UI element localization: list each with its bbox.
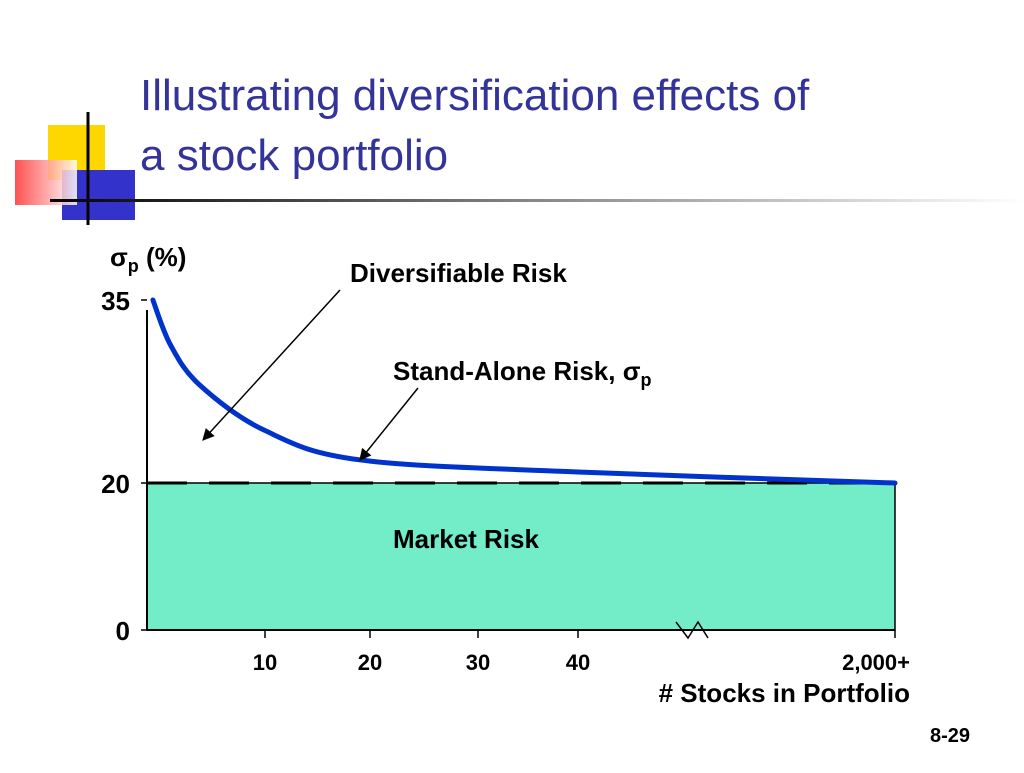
x-tick-label: 2,000+ (842, 650, 910, 675)
title: Illustrating diversification effects of (140, 71, 810, 120)
risk-curve (150, 297, 898, 486)
arrow (202, 289, 341, 441)
arrow (359, 387, 419, 461)
x-tick-label: 20 (358, 650, 382, 675)
y-tick-label: 35 (101, 286, 130, 316)
page-number: 8-29 (930, 725, 970, 747)
title: a stock portfolio (140, 131, 448, 180)
y-label: σp (%) (110, 242, 186, 276)
y-tick-label: 20 (101, 469, 130, 499)
deco (15, 160, 77, 205)
annotation: Diversifiable Risk (350, 258, 567, 288)
x-tick-label: 10 (253, 650, 277, 675)
plot: Market Risk 0 20 35 10 20 30 40 2,000+ (101, 286, 910, 675)
x-tick-label: 30 (466, 650, 490, 675)
annotation: Stand-Alone Risk, σp (393, 356, 651, 390)
x-tick-label: 40 (566, 650, 590, 675)
market-risk-area (146, 482, 896, 631)
axis-break (675, 620, 709, 640)
y-tick-label: 0 (116, 616, 130, 646)
deco (50, 199, 1024, 202)
x-label: # Stocks in Portfolio (659, 678, 910, 708)
annotation: Market Risk (393, 524, 539, 554)
